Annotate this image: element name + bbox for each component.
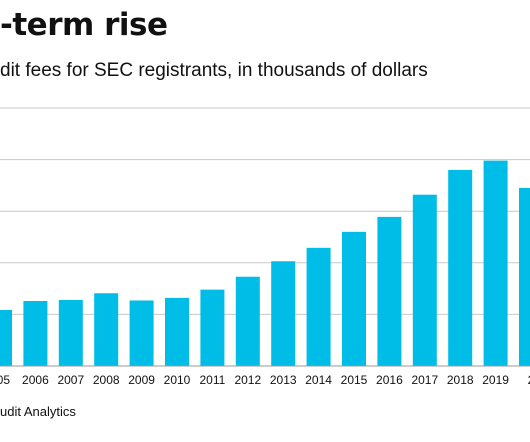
bar-2015 (342, 231, 366, 366)
bar-2006 (23, 300, 48, 366)
x-tick-label: 2018 (447, 373, 474, 387)
x-tick-label: 2010 (164, 373, 191, 387)
bar-2016 (377, 216, 402, 366)
bar-2012 (235, 276, 260, 366)
chart-title: -term rise (0, 7, 168, 43)
bar-2008 (94, 293, 119, 366)
bar-2017 (412, 194, 437, 366)
bar-2011 (200, 289, 225, 366)
bar-2014 (306, 247, 331, 366)
bar-2010 (165, 297, 189, 366)
bar-2009 (129, 300, 154, 366)
x-tick-label: 005 (0, 373, 10, 387)
x-tick-label: 2 (528, 373, 530, 387)
x-tick-label: 2014 (305, 373, 332, 387)
x-tick-label: 2008 (93, 373, 120, 387)
x-tick-label: 2006 (22, 373, 49, 387)
bar-2018 (448, 169, 473, 366)
x-tick-label: 2011 (199, 373, 225, 387)
x-tick-label: 2007 (57, 373, 84, 387)
x-tick-label: 2012 (234, 373, 261, 387)
x-tick-label: 2019 (482, 373, 509, 387)
x-tick-label: 2009 (128, 373, 155, 387)
bar-2019 (483, 160, 508, 366)
bar-2007 (58, 299, 83, 366)
x-tick-label: 2017 (411, 373, 438, 387)
x-tick-label: 2015 (341, 373, 368, 387)
x-tick-label: 2016 (376, 373, 403, 387)
source-note: udit Analytics (0, 404, 76, 419)
chart-subtitle: dit fees for SEC registrants, in thousan… (0, 60, 428, 81)
bar-chart: 005 2006 2007 2008 2009 2010 2011 2012 2013 2014 2… (0, 107, 530, 387)
x-tick-label: 2013 (270, 373, 297, 387)
bar-2005 (0, 310, 12, 366)
bar-2013 (271, 261, 296, 366)
bar-2020 (519, 187, 530, 366)
